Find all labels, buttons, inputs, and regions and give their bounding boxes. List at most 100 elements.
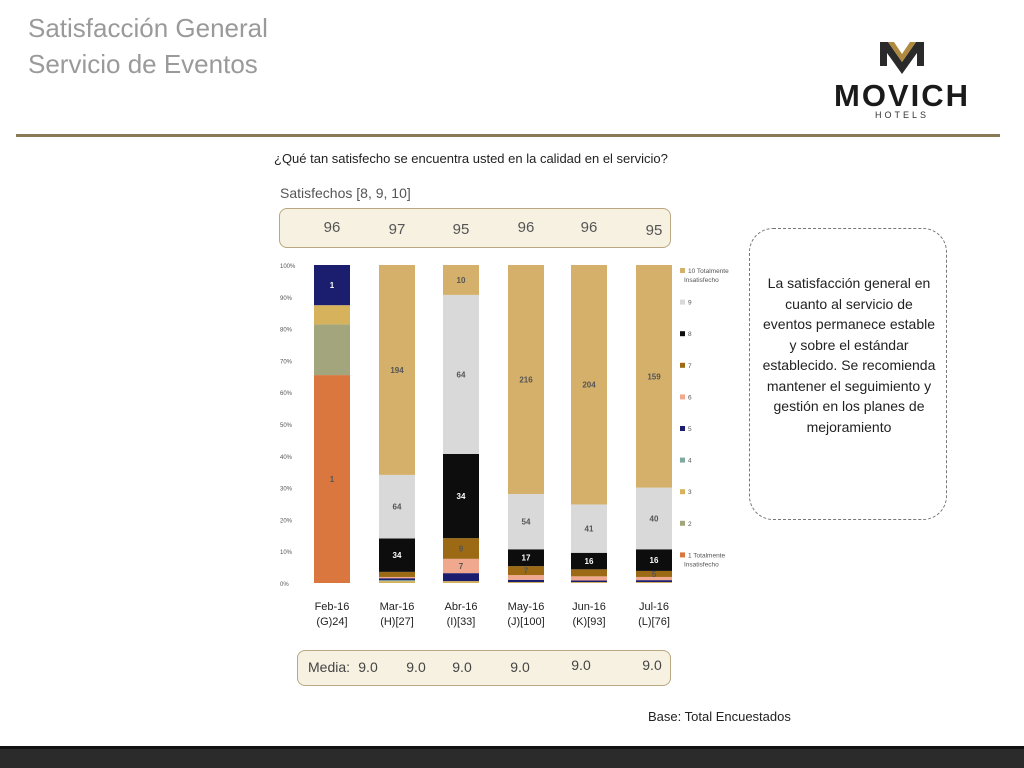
data-label: 159 bbox=[647, 372, 661, 381]
bar-segment bbox=[571, 265, 607, 505]
legend-label: 1 Totalmente bbox=[688, 552, 725, 559]
data-label: 204 bbox=[582, 381, 596, 390]
bar-segment bbox=[636, 549, 672, 571]
y-tick-label: 0% bbox=[280, 582, 289, 588]
bar-segment bbox=[379, 538, 415, 572]
y-tick-label: 70% bbox=[280, 359, 293, 365]
bar-segment bbox=[314, 305, 350, 325]
data-label: 17 bbox=[522, 554, 531, 563]
comment-box: La satisfacción general en cuanto al ser… bbox=[749, 228, 947, 520]
bar-segment bbox=[443, 558, 479, 574]
title-line-1: Satisfacción General bbox=[28, 13, 268, 43]
media-value: 9.0 bbox=[510, 659, 530, 675]
bar-segment bbox=[508, 493, 544, 550]
legend-label-cont: Insatisfecho bbox=[684, 277, 719, 284]
bar-segment bbox=[443, 538, 479, 559]
legend-label: 6 bbox=[688, 394, 692, 401]
bar-segment bbox=[571, 576, 607, 581]
bar-segment bbox=[443, 453, 479, 539]
legend-swatch bbox=[680, 268, 685, 273]
satisfied-value: 95 bbox=[452, 221, 470, 238]
bar-segment bbox=[636, 580, 672, 583]
bar-segment bbox=[314, 324, 350, 376]
legend-label: 5 bbox=[688, 426, 692, 433]
bar-segment bbox=[379, 576, 415, 579]
data-label: 16 bbox=[650, 556, 659, 565]
legend-label: 8 bbox=[688, 331, 692, 338]
satisfied-value: 95 bbox=[645, 222, 663, 239]
bar-segment bbox=[508, 549, 544, 567]
bar-segment bbox=[379, 580, 415, 582]
category-label: (I)[33] bbox=[447, 616, 476, 628]
y-tick-label: 80% bbox=[280, 328, 293, 334]
data-label: 10 bbox=[457, 276, 466, 285]
footer-band bbox=[0, 746, 1024, 768]
legend-swatch bbox=[680, 457, 685, 463]
y-tick-label: 30% bbox=[280, 487, 293, 493]
bar-segment bbox=[508, 566, 544, 576]
satisfied-value: 96 bbox=[323, 219, 341, 236]
satisfied-label: Satisfechos [8, 9, 10] bbox=[280, 185, 411, 201]
satisfied-value: 96 bbox=[517, 219, 535, 236]
category-label: Abr-16 bbox=[444, 601, 477, 613]
bar-segment bbox=[379, 265, 415, 475]
satisfied-value: 96 bbox=[580, 219, 598, 236]
legend-swatch bbox=[680, 331, 685, 337]
legend-label-cont: Insatisfecho bbox=[684, 561, 719, 568]
bar-segment bbox=[636, 582, 672, 583]
legend-label: 3 bbox=[688, 489, 692, 496]
bar-segment bbox=[443, 581, 479, 583]
bar-segment bbox=[571, 552, 607, 570]
y-tick-label: 90% bbox=[280, 296, 293, 302]
category-label: (L)[76] bbox=[638, 616, 670, 628]
legend-label: 2 bbox=[688, 521, 692, 528]
media-box bbox=[297, 650, 671, 686]
category-label: Jul-16 bbox=[639, 601, 669, 613]
bar-segment bbox=[379, 581, 415, 583]
data-label: 216 bbox=[519, 375, 533, 384]
data-label: 5 bbox=[652, 570, 657, 579]
media-value: 9.0 bbox=[642, 657, 662, 673]
category-label: (H)[27] bbox=[380, 616, 414, 628]
category-label: (K)[93] bbox=[572, 616, 605, 628]
y-tick-label: 40% bbox=[280, 455, 293, 461]
category-label: May-16 bbox=[508, 601, 545, 613]
bar-segment bbox=[636, 265, 672, 488]
category-label: Mar-16 bbox=[380, 601, 415, 613]
legend-swatch bbox=[680, 520, 685, 526]
category-label: Feb-16 bbox=[315, 601, 350, 613]
base-note: Base: Total Encuestados bbox=[648, 709, 791, 724]
satisfied-value: 97 bbox=[388, 221, 406, 238]
data-label: 41 bbox=[585, 525, 594, 534]
satisfied-box bbox=[279, 208, 671, 248]
legend-swatch bbox=[680, 394, 685, 400]
bar-segment bbox=[571, 582, 607, 583]
bar-segment bbox=[571, 580, 607, 583]
bar-segment bbox=[443, 265, 479, 295]
bar-segment bbox=[379, 571, 415, 577]
data-label: 16 bbox=[585, 557, 594, 566]
bar-segment bbox=[379, 474, 415, 539]
comment-text: La satisfacción general en cuanto al ser… bbox=[762, 275, 936, 435]
category-label: Jun-16 bbox=[572, 601, 606, 613]
category-label: (G)24] bbox=[316, 616, 347, 628]
media-value: 9.0 bbox=[571, 657, 591, 673]
legend-swatch bbox=[680, 552, 685, 558]
bar-segment bbox=[443, 294, 479, 454]
bar-segment bbox=[314, 265, 350, 306]
y-tick-label: 100% bbox=[280, 264, 296, 270]
logo-mark-icon bbox=[880, 42, 924, 74]
data-label: 34 bbox=[457, 492, 466, 501]
bar-segment bbox=[314, 375, 350, 583]
legend-label: 10 Totalmente bbox=[688, 268, 729, 275]
legend-swatch bbox=[680, 362, 685, 368]
data-label: 54 bbox=[522, 518, 531, 527]
data-label: 64 bbox=[393, 503, 402, 512]
data-label: 1 bbox=[330, 475, 335, 484]
stacked-bar-chart: 0% 10% 20% 30% 40% 50% 60% 70% 80% 90% 100% 1 1 Feb-1… bbox=[280, 264, 729, 628]
logo-word: MOVICH bbox=[834, 78, 970, 113]
bar-segment bbox=[508, 582, 544, 583]
bar-segment bbox=[636, 487, 672, 550]
media-value: 9.0 bbox=[452, 659, 472, 675]
title-line-2: Servicio de Eventos bbox=[28, 49, 258, 79]
